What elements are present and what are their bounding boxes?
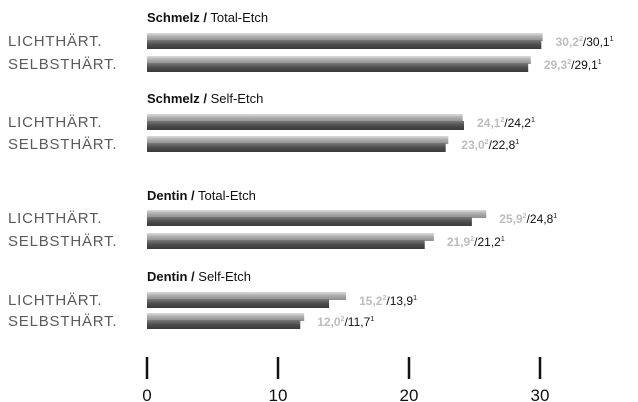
data-label: 25,92/24,81 <box>499 212 557 226</box>
bar-group: Dentin / Self-Etch LICHTHÄRT. 15,22/13,91 S… <box>8 269 417 330</box>
bar-groups: Schmelz / Total-Etch LICHTHÄRT. 30,22/30,1… <box>8 10 614 330</box>
bar-series-1 <box>147 56 531 64</box>
bar-row: LICHTHÄRT. 24,12/24,21 <box>8 114 535 131</box>
tick-label: 10 <box>269 386 288 402</box>
row-label: SELBSTHÄRT. <box>8 313 117 330</box>
data-label: 30,22/30,11 <box>556 35 614 49</box>
data-label: 15,22/13,91 <box>359 294 417 308</box>
data-label: 12,02/11,71 <box>317 315 374 329</box>
bar-series-2 <box>147 240 425 249</box>
bar-series-1 <box>147 114 463 122</box>
data-label: 29,32/29,11 <box>544 58 602 72</box>
bar-row: SELBSTHÄRT. 12,02/11,71 <box>8 313 374 330</box>
row-label: SELBSTHÄRT. <box>8 233 117 250</box>
bar-row: SELBSTHÄRT. 23,02/22,81 <box>8 136 519 153</box>
bar-row: SELBSTHÄRT. 29,32/29,11 <box>8 56 602 73</box>
bar-series-1 <box>147 233 434 241</box>
bar-row: LICHTHÄRT. 25,92/24,81 <box>8 210 557 227</box>
bar-series-1 <box>147 136 449 144</box>
bar-row: SELBSTHÄRT. 21,92/21,21 <box>8 233 505 250</box>
x-axis: 0 10 20 30 <box>142 357 549 402</box>
bar-group: Schmelz / Self-Etch LICHTHÄRT. 24,12/24,21… <box>8 91 535 153</box>
bar-series-1 <box>147 33 543 41</box>
data-label: 24,12/24,21 <box>477 116 535 130</box>
bar-group: Schmelz / Total-Etch LICHTHÄRT. 30,22/30,1… <box>8 10 614 73</box>
bar-series-2 <box>147 40 542 49</box>
bar-row: LICHTHÄRT. 15,22/13,91 <box>8 292 417 309</box>
row-label: SELBSTHÄRT. <box>8 136 117 153</box>
bar-series-1 <box>147 210 487 218</box>
group-title: Schmelz / Self-Etch <box>147 91 263 106</box>
group-title: Schmelz / Total-Etch <box>147 10 268 25</box>
bar-series-2 <box>147 320 301 329</box>
row-label: LICHTHÄRT. <box>8 114 102 131</box>
bar-series-2 <box>147 63 529 72</box>
group-title: Dentin / Self-Etch <box>147 269 251 284</box>
row-label: LICHTHÄRT. <box>8 210 102 227</box>
bar-series-2 <box>147 217 472 226</box>
row-label: LICHTHÄRT. <box>8 33 102 50</box>
bar-series-2 <box>147 143 446 152</box>
tick-label: 0 <box>142 386 151 402</box>
row-label: SELBSTHÄRT. <box>8 56 117 73</box>
group-title: Dentin / Total-Etch <box>147 188 256 203</box>
bar-series-1 <box>147 292 347 300</box>
tick-label: 20 <box>400 386 419 402</box>
bar-series-1 <box>147 313 305 321</box>
row-label: LICHTHÄRT. <box>8 292 102 309</box>
tick-label: 30 <box>531 386 550 402</box>
bar-row: LICHTHÄRT. 30,22/30,11 <box>8 33 614 50</box>
bar-group: Dentin / Total-Etch LICHTHÄRT. 25,92/24,81… <box>8 188 557 250</box>
bar-series-2 <box>147 299 330 308</box>
data-label: 23,02/22,81 <box>461 138 519 152</box>
data-label: 21,92/21,21 <box>447 235 505 249</box>
bar-series-2 <box>147 121 465 130</box>
